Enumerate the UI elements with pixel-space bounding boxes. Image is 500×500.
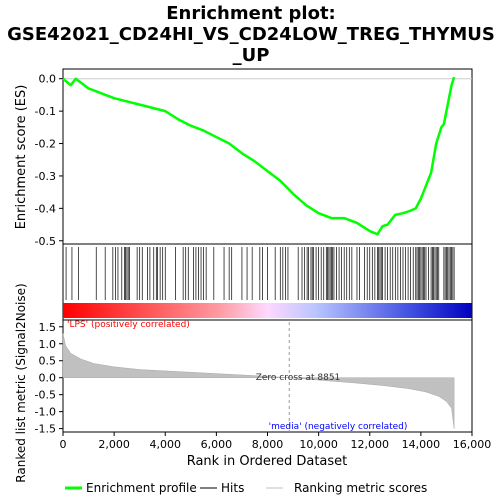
x-tick-label: 4,000 bbox=[150, 438, 182, 451]
zero-cross-label: Zero cross at 8851 bbox=[256, 373, 341, 383]
legend: Enrichment profile Hits Ranking metric s… bbox=[65, 481, 427, 495]
es-ytick-label: 0.0 bbox=[39, 73, 57, 86]
es-ytick-label: -0.2 bbox=[35, 138, 56, 151]
x-tick-label: 2,000 bbox=[98, 438, 130, 451]
metric-ytick-label: 1.0 bbox=[39, 338, 57, 351]
negative-correlation-label: 'media' (negatively correlated) bbox=[269, 422, 408, 432]
positive-correlation-label: 'LPS' (positively correlated) bbox=[67, 320, 190, 330]
legend-label-enrichment: Enrichment profile bbox=[86, 481, 197, 495]
metric-ytick-label: -1.5 bbox=[35, 423, 56, 436]
es-ytick-label: -0.5 bbox=[35, 235, 56, 248]
metric-ytick-label: -0.5 bbox=[35, 389, 56, 402]
chart-title-line-3: _UP bbox=[233, 45, 270, 66]
metric-ytick-label: -1.0 bbox=[35, 406, 56, 419]
x-tick-label: 0 bbox=[60, 438, 67, 451]
x-tick-label: 16,000 bbox=[453, 438, 492, 451]
metric-ytick-label: 0.0 bbox=[39, 372, 57, 385]
x-tick-label: 14,000 bbox=[402, 438, 441, 451]
chart-title-line-1: Enrichment plot: bbox=[166, 3, 336, 24]
enrichment-profile-line bbox=[62, 76, 456, 236]
x-tick-label: 12,000 bbox=[351, 438, 390, 451]
es-ytick-label: -0.4 bbox=[35, 202, 56, 215]
es-ytick-label: -0.3 bbox=[35, 170, 56, 183]
x-axis-label: Rank in Ordered Dataset bbox=[187, 454, 348, 469]
x-tick-label: 10,000 bbox=[299, 438, 338, 451]
chart-title-line-2: GSE42021_CD24HI_VS_CD24LOW_TREG_THYMUS bbox=[7, 24, 495, 45]
legend-label-metric: Ranking metric scores bbox=[294, 481, 427, 495]
metric-ytick-label: 1.5 bbox=[39, 321, 57, 334]
legend-label-hits: Hits bbox=[221, 481, 244, 495]
metric-axis-label: Ranked list metric (Signal2Noise) bbox=[14, 283, 28, 482]
es-axis-label: Enrichment score (ES) bbox=[14, 85, 29, 230]
x-tick-label: 8,000 bbox=[252, 438, 284, 451]
x-tick-label: 6,000 bbox=[201, 438, 233, 451]
es-panel-frame bbox=[62, 68, 473, 245]
metric-ytick-label: 0.5 bbox=[39, 355, 57, 368]
rank-color-bar bbox=[63, 303, 472, 318]
es-ytick-label: -0.1 bbox=[35, 105, 56, 118]
